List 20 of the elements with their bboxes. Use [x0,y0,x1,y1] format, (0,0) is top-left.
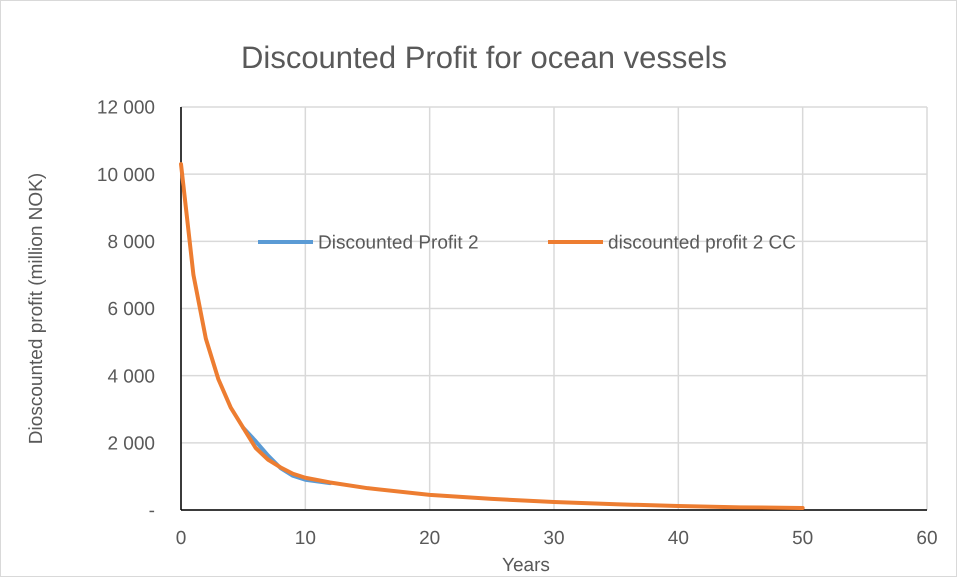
x-tick-label: 40 [668,528,689,549]
x-tick-label: 10 [294,528,316,549]
y-tick-label: - [148,500,155,522]
y-axis-title: Dioscounted profit (million NOK) [26,172,47,444]
legend-label: discounted profit 2 CC [608,232,796,254]
y-tick-label: 2 000 [107,433,155,454]
y-tick-label: 4 000 [107,366,155,388]
x-axis-title: Years [502,555,550,576]
line-series [179,162,805,510]
y-tick-label: 6 000 [107,299,155,320]
y-tick-label: 8 000 [107,232,155,253]
chart-title: Discounted Profit for ocean vessels [241,40,727,75]
y-tick-label: 12 000 [96,98,155,119]
legend-label: Discounted Profit 2 [318,232,479,254]
x-tick-label: 50 [792,528,814,549]
x-tick-label: 60 [916,528,938,549]
x-tick-label: 0 [176,528,186,549]
x-tick-label: 30 [543,528,565,549]
y-tick-label: 10 000 [96,164,155,186]
x-tick-label: 20 [419,528,440,549]
